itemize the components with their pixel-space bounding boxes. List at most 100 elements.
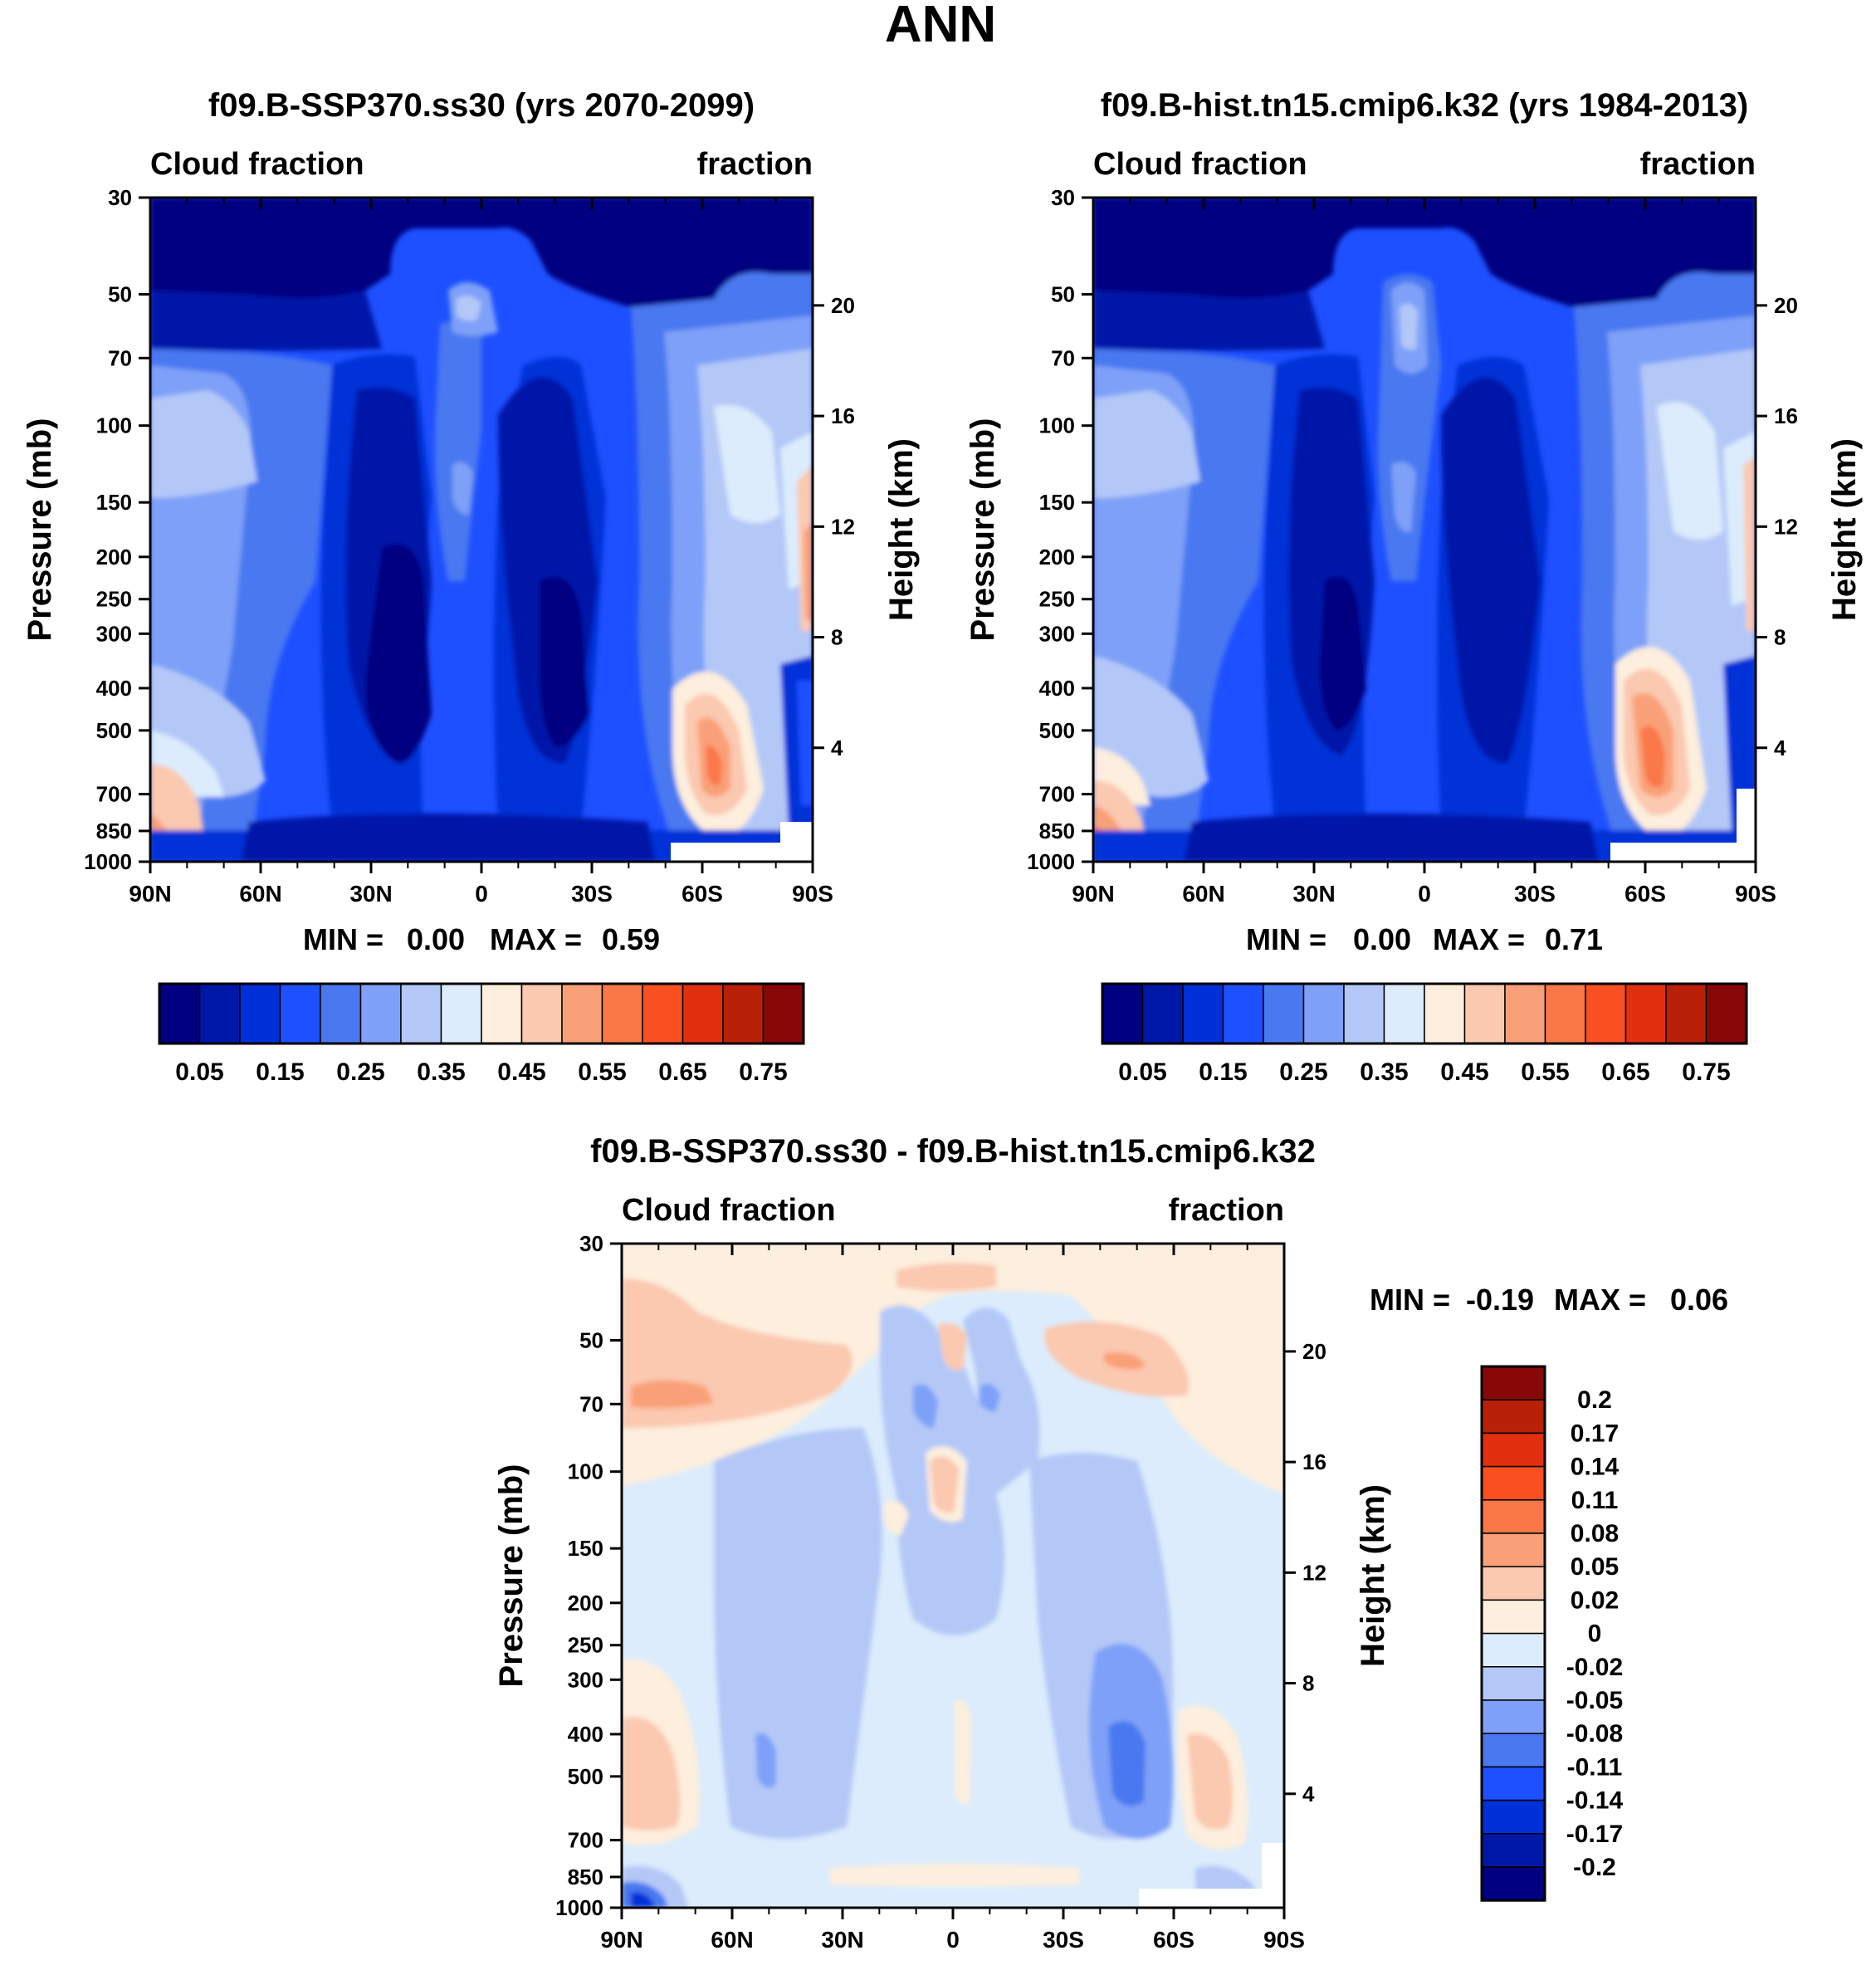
- panel-a-max-label: MAX =: [490, 922, 582, 956]
- colorbar-label: 0.14: [1571, 1454, 1620, 1481]
- height-tick-label: 4: [1774, 736, 1786, 760]
- y-tick-label: 150: [96, 490, 132, 515]
- panel-b-min-value: 0.00: [1353, 922, 1411, 956]
- x-tick-label: 60N: [711, 1927, 753, 1953]
- x-tick-label: 90N: [1072, 881, 1114, 907]
- y-tick-label: 400: [568, 1722, 603, 1747]
- colorbar-label: -0.14: [1566, 1787, 1624, 1815]
- panel-c-colorbar: 0.2 0.17 0.14 0.11 0.08 0.05 0.02 0 -0.02 -0.05 -0…: [1480, 1365, 1624, 1902]
- colorbar-label: -0.08: [1566, 1720, 1623, 1747]
- panel-a-left-label: Cloud fraction: [150, 147, 364, 182]
- y-tick-label: 200: [568, 1591, 603, 1616]
- colorbar-swatch: [440, 983, 482, 1044]
- x-tick-label: 0: [475, 881, 488, 907]
- panel-c-min-label: MIN =: [1370, 1283, 1450, 1317]
- colorbar-swatch: [359, 983, 402, 1044]
- panel-b-left-label: Cloud fraction: [1093, 147, 1307, 182]
- height-tick-label: 20: [1302, 1339, 1326, 1364]
- colorbar-label: 0.11: [1571, 1487, 1619, 1514]
- x-tick-label: 90S: [792, 881, 833, 907]
- colorbar-swatch: [400, 983, 442, 1044]
- colorbar-swatch: [1481, 1833, 1546, 1868]
- colorbar-label: -0.02: [1566, 1654, 1623, 1681]
- y-tick-label: 300: [1039, 621, 1075, 646]
- height-tick-label: 8: [831, 625, 843, 650]
- colorbar-label: 0.75: [739, 1058, 787, 1086]
- colorbar-swatch: [198, 983, 241, 1044]
- panel-a-title: f09.B-SSP370.ss30 (yrs 2070-2099): [208, 87, 755, 124]
- y-tick-label: 700: [1039, 782, 1075, 807]
- colorbar-frame: [158, 982, 805, 1045]
- y-tick-label: 70: [108, 345, 132, 370]
- y-tick-label: 400: [96, 676, 132, 701]
- colorbar-label: 0.15: [1199, 1058, 1247, 1086]
- colorbar-swatch: [1263, 983, 1305, 1044]
- y-tick-label: 250: [96, 587, 132, 612]
- y-axis-right-label: Height (km): [1826, 438, 1863, 621]
- colorbar-label: 0.65: [658, 1058, 706, 1086]
- height-tick-label: 4: [831, 736, 843, 760]
- colorbar-swatch: [1624, 983, 1667, 1044]
- x-tick-label: 90S: [1263, 1927, 1305, 1953]
- colorbar-swatch: [1481, 1499, 1546, 1534]
- colorbar-label: 0.35: [417, 1058, 465, 1086]
- height-tick-label: 20: [1774, 293, 1798, 318]
- colorbar-swatch: [320, 983, 362, 1044]
- y-tick-label: 500: [96, 718, 132, 743]
- colorbar-label: -0.05: [1566, 1687, 1623, 1714]
- y-axis-right-label: Height (km): [1355, 1484, 1391, 1667]
- y-tick-label: 250: [568, 1633, 603, 1658]
- colorbar-label: 0.05: [175, 1058, 223, 1086]
- x-tick-label: 60S: [682, 881, 723, 907]
- colorbar-swatch: [1585, 983, 1627, 1044]
- colorbar-swatch: [1481, 1465, 1546, 1501]
- colorbar-swatch: [1481, 1632, 1546, 1668]
- y-tick-label: 100: [96, 413, 132, 438]
- colorbar-swatch: [1481, 1699, 1546, 1734]
- panel-c-contour-field: [622, 1244, 1284, 1908]
- colorbar-swatch: [1481, 1432, 1546, 1468]
- y-tick-label: 70: [1051, 345, 1075, 370]
- y-tick-label: 500: [568, 1764, 603, 1789]
- colorbar-label: 0.55: [578, 1058, 626, 1086]
- x-tick-label: 30S: [1514, 881, 1556, 907]
- y-tick-label: 850: [96, 819, 132, 843]
- panel-c-stats: MIN = -0.19 MAX = 0.06: [1370, 1283, 1728, 1317]
- height-tick-label: 16: [1302, 1449, 1326, 1474]
- panel-c-left-label: Cloud fraction: [622, 1193, 836, 1228]
- colorbar-label: -0.2: [1573, 1854, 1616, 1881]
- panel-a-stats: MIN = 0.00 MAX = 0.59: [303, 922, 660, 956]
- colorbar-swatch: [1102, 983, 1144, 1044]
- colorbar-swatch: [1705, 983, 1747, 1044]
- x-tick-label: 30N: [349, 881, 392, 907]
- y-tick-label: 300: [96, 621, 132, 646]
- colorbar-label: 0.05: [1571, 1553, 1619, 1581]
- colorbar-swatch: [1481, 1799, 1546, 1835]
- y-axis-label: Pressure (mb): [965, 418, 1001, 642]
- height-tick-label: 8: [1774, 625, 1786, 650]
- height-tick-label: 16: [1774, 403, 1798, 428]
- colorbar-swatch: [1481, 1599, 1546, 1635]
- colorbar-swatch: [1481, 1366, 1546, 1400]
- panel-a-contour-field: [150, 198, 813, 862]
- colorbar-swatch: [1481, 1666, 1546, 1701]
- y-tick-label: 30: [1051, 185, 1075, 210]
- colorbar-swatch: [1481, 1733, 1546, 1768]
- colorbar-label: 0.05: [1118, 1058, 1166, 1086]
- x-tick-label: 60N: [239, 881, 281, 907]
- y-tick-label: 30: [579, 1231, 603, 1256]
- figure-title: ANN: [885, 0, 996, 53]
- panel-b-stats: MIN = 0.00 MAX = 0.71: [1246, 922, 1603, 956]
- colorbar-swatch: [279, 983, 321, 1044]
- y-tick-label: 400: [1039, 676, 1075, 701]
- panel-c-max-label: MAX =: [1554, 1283, 1646, 1317]
- y-tick-label: 200: [1039, 545, 1075, 569]
- x-tick-label: 30N: [821, 1927, 863, 1953]
- y-axis-label: Pressure (mb): [493, 1464, 530, 1688]
- colorbar-swatch: [1141, 983, 1184, 1044]
- height-tick-label: 16: [831, 403, 855, 428]
- panel-a-min-value: 0.00: [407, 922, 465, 956]
- y-tick-label: 70: [579, 1391, 603, 1416]
- y-axis-label: Pressure (mb): [22, 418, 58, 642]
